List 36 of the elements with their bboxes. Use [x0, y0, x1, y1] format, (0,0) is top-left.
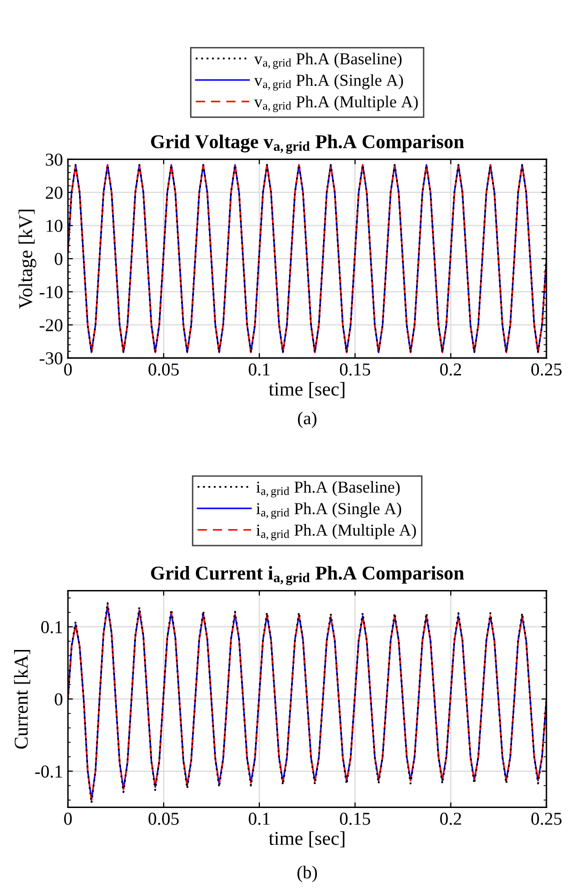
y-tick-label: -0.1 [35, 765, 62, 778]
chart-title: Grid Voltage v$_{a,grid}$ Ph.A Comparison [151, 134, 464, 154]
x-tick-label: 0.1 [248, 363, 270, 376]
legend-label: v$_{a,grid}$ Ph.A (Baseline) [254, 52, 402, 70]
y-axis-title: Voltage [kV] [18, 210, 36, 309]
y-tick-label: -10 [40, 286, 62, 298]
y-tick-label: -30 [40, 352, 62, 364]
text: (b) [297, 866, 317, 882]
y-tick-label: 10 [46, 220, 62, 232]
y-tick-label: 0 [54, 252, 62, 266]
x-tick-label: 0.2 [440, 812, 462, 825]
y-tick-label: 20 [46, 186, 62, 199]
legend-label: i$_{a,grid}$ Ph.A (Multiple A) [256, 524, 416, 540]
x-tick-label: 0 [64, 363, 72, 376]
legend-label: i$_{a,grid}$ Ph.A (Baseline) [256, 481, 400, 498]
x-tick-label: 0.2 [440, 363, 462, 376]
legend-label: i$_{a,grid}$ Ph.A (Single A) [256, 502, 402, 519]
x-tick-label: 0.25 [531, 812, 562, 825]
y-tick-label: 30 [46, 154, 62, 166]
y-tick-label: -20 [40, 319, 62, 332]
chart-title: Grid Current i$_{a,grid}$ Ph.A Comparison [151, 566, 464, 586]
x-tick-label: 0.15 [340, 363, 370, 376]
y-tick-label: 0.1 [41, 621, 62, 634]
x-tick-label: 0.1 [248, 812, 270, 825]
legend-label: v$_{a,grid}$ Ph.A (Multiple A) [254, 96, 418, 112]
y-tick-label: 0 [54, 693, 62, 706]
y-axis-title: Current [kA] [14, 650, 30, 749]
x-tick-label: 0.15 [340, 812, 370, 825]
x-tick-label: 0.25 [531, 363, 562, 376]
text: (a) [298, 412, 316, 428]
x-tick-label: 0.05 [148, 363, 179, 376]
legend-label: v$_{a,grid}$ Ph.A (Single A) [254, 74, 403, 91]
x-axis-title: time [sec] [268, 831, 344, 848]
x-tick-label: 0.05 [148, 812, 179, 825]
x-axis-title: time [sec] [268, 382, 344, 398]
x-tick-label: 0 [64, 812, 72, 825]
